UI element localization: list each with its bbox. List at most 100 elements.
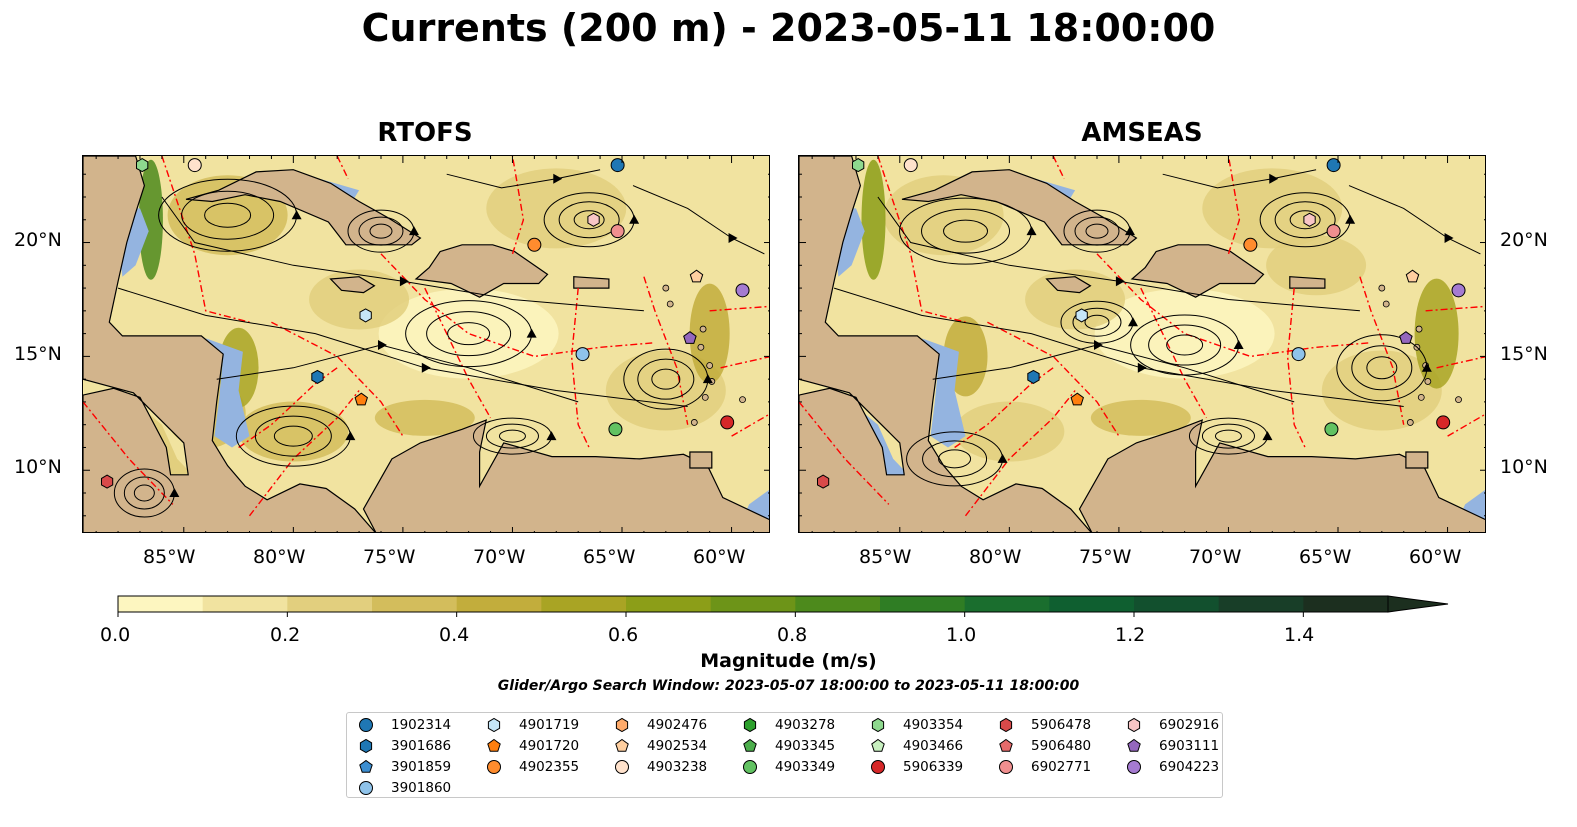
- float-marker-6902916: [587, 212, 600, 227]
- streamline: [1348, 185, 1481, 255]
- streamline-arrow: [1262, 431, 1273, 441]
- axis-ticks: [83, 156, 769, 532]
- pentagon-icon: [1127, 738, 1141, 752]
- eez-boundary: [1052, 156, 1065, 180]
- nicaragua-shelf: [921, 338, 966, 448]
- colorbar-tick-7: 1.4: [1284, 624, 1315, 646]
- streamline-arrow: [1093, 340, 1103, 350]
- streamline-arrow: [1127, 317, 1138, 327]
- float-marker-4903238: [187, 158, 202, 173]
- float-legend: 1902314 3901686 3901859 3901860 4901719 49017…: [346, 712, 1223, 798]
- island: [1417, 393, 1425, 401]
- colorbar-segment: [541, 596, 627, 612]
- island: [706, 362, 714, 369]
- streamline-arrow: [553, 173, 563, 184]
- eez-boundary: [1096, 253, 1371, 358]
- colorbar-segment: [710, 596, 796, 612]
- eez-boundary: [83, 401, 174, 505]
- lon-label-70w: 70°W: [1189, 546, 1242, 568]
- legend-label: 4901720: [519, 738, 580, 754]
- legend-label: 3901686: [391, 738, 452, 754]
- float-marker-4902355: [527, 237, 542, 252]
- streamline-eddy: [922, 440, 988, 478]
- eez-boundary: [964, 390, 1076, 517]
- streamline-eddy: [1072, 307, 1122, 337]
- hexagon-icon: [743, 717, 757, 733]
- streamline: [117, 287, 688, 407]
- island: [1455, 396, 1462, 404]
- float-marker-1902314: [1326, 158, 1341, 173]
- float-marker-6903111: [1399, 331, 1413, 344]
- colorbar-segment: [626, 596, 712, 612]
- circle-icon: [743, 760, 757, 774]
- legend-label: 4902355: [519, 759, 580, 775]
- legend-label: 5906480: [1031, 738, 1092, 754]
- colorbar-segment: [880, 596, 966, 612]
- legend-label: 6902771: [1031, 759, 1092, 775]
- streamline-arrow: [629, 214, 640, 224]
- legend-label: 4903349: [775, 759, 836, 775]
- hispaniola-land: [414, 244, 549, 298]
- current-speed-patch: [374, 399, 475, 436]
- streamline-eddy: [369, 223, 393, 239]
- jamaica-land: [1045, 276, 1092, 294]
- panel-title-amseas: AMSEAS: [1081, 118, 1203, 148]
- streamline-arrow: [546, 431, 557, 441]
- streamline-eddy: [133, 484, 155, 502]
- map-panel-amseas: [798, 155, 1486, 533]
- float-marker-6902771: [1326, 224, 1341, 239]
- current-speed-patch: [1025, 269, 1126, 330]
- hexagon-icon: [999, 717, 1013, 733]
- colorbar-tick-3: 0.6: [608, 624, 639, 646]
- float-marker-1902314: [610, 158, 625, 173]
- island: [1406, 419, 1414, 426]
- lon-label-65w: 65°W: [1299, 546, 1352, 568]
- south-america-land: [362, 419, 769, 532]
- central-america-land: [799, 156, 1092, 532]
- float-marker-6902916: [1303, 212, 1316, 227]
- float-marker-6903111: [683, 331, 697, 344]
- pentagon-icon: [999, 738, 1013, 752]
- streamline-eddy: [651, 368, 681, 390]
- colorbar-segment: [287, 596, 373, 612]
- float-marker-4901719: [359, 308, 372, 323]
- eez-boundary: [570, 288, 590, 448]
- streamline-eddy: [1351, 345, 1413, 391]
- pentagon-icon: [359, 759, 373, 773]
- streamline-arrow: [1269, 173, 1279, 184]
- streamline-eddy: [943, 219, 989, 243]
- legend-label: 5906478: [1031, 717, 1092, 733]
- eez-boundary: [248, 390, 360, 517]
- streamline-arrow: [997, 453, 1008, 463]
- float-marker-6904223: [735, 283, 750, 298]
- lat-label-10n-right: 10°N: [1500, 456, 1548, 478]
- circle-icon: [359, 781, 373, 795]
- search-window-label: Glider/Argo Search Window: 2023-05-07 18…: [497, 678, 1080, 694]
- streamline-eddy: [558, 201, 620, 239]
- colorbar-tick-5: 1.0: [946, 624, 977, 646]
- streamline-eddy: [498, 429, 526, 443]
- legend-label: 3901860: [391, 780, 452, 796]
- pentagon-icon: [743, 738, 757, 752]
- eez-boundary: [643, 276, 689, 425]
- streamline-eddy: [1366, 356, 1398, 380]
- streamline-eddy: [1074, 216, 1120, 246]
- streamline: [1162, 169, 1317, 189]
- lon-label-80w: 80°W: [253, 546, 306, 568]
- streamline-eddy: [637, 358, 695, 400]
- colorbar-tick-0: 0.0: [100, 624, 131, 646]
- streamline-arrow: [526, 328, 537, 338]
- lon-label-85w: 85°W: [859, 546, 912, 568]
- streamline-arrow: [408, 226, 419, 236]
- float-marker-4903349: [1324, 422, 1339, 437]
- south-america-land: [1078, 419, 1485, 532]
- eez-boundary: [987, 321, 1120, 437]
- float-marker-3901686: [1027, 369, 1040, 384]
- colorbar-segment: [1134, 596, 1220, 612]
- streamline-arrow: [1124, 226, 1135, 236]
- eez-boundary: [709, 305, 769, 312]
- puerto-rico-land: [1289, 276, 1326, 289]
- panel-title-rtofs: RTOFS: [377, 118, 473, 148]
- current-speed-patch: [1414, 278, 1459, 389]
- streamline-eddy: [358, 216, 404, 246]
